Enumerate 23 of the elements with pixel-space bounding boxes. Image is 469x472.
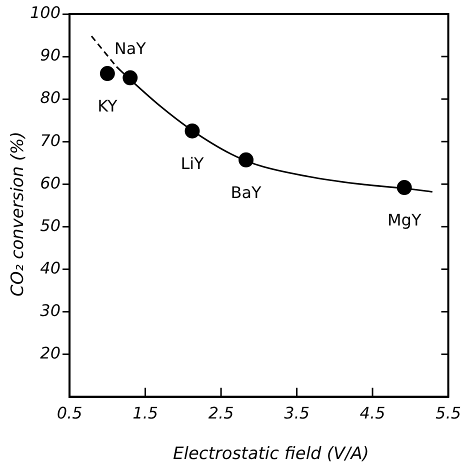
x-tick-label: 2.5 [208, 404, 234, 423]
x-tick-label: 4.5 [360, 404, 386, 423]
y-tick-label: 20 [40, 343, 61, 362]
annotation: MgY [387, 210, 422, 230]
y-tick-label: 70 [40, 130, 61, 150]
x-tick-label: 0.5 [56, 404, 82, 423]
y-tick-label: 90 [40, 46, 61, 65]
x-axis-title: Electrostatic field (V/A) [172, 444, 370, 464]
y-tick-label: 30 [40, 300, 61, 320]
y-tick-label: 80 [40, 88, 61, 108]
y-tick-label: 50 [40, 216, 61, 235]
x-tick-label: 5.5 [436, 404, 462, 423]
annotation: KY [98, 96, 118, 116]
point [100, 66, 115, 82]
y-tick-label: 100 [30, 3, 61, 22]
x-tick-label: 1.5 [132, 404, 158, 423]
y-axis-title: CO₂ conversion (%) [8, 131, 28, 297]
annotation: NaY [114, 38, 146, 58]
y-tick-label: 60 [40, 173, 61, 192]
x-tick-label: 3.5 [284, 404, 310, 423]
annotation: BaY [230, 183, 262, 202]
y-tick-label: 40 [40, 258, 61, 278]
annotation: LiY [180, 154, 204, 174]
